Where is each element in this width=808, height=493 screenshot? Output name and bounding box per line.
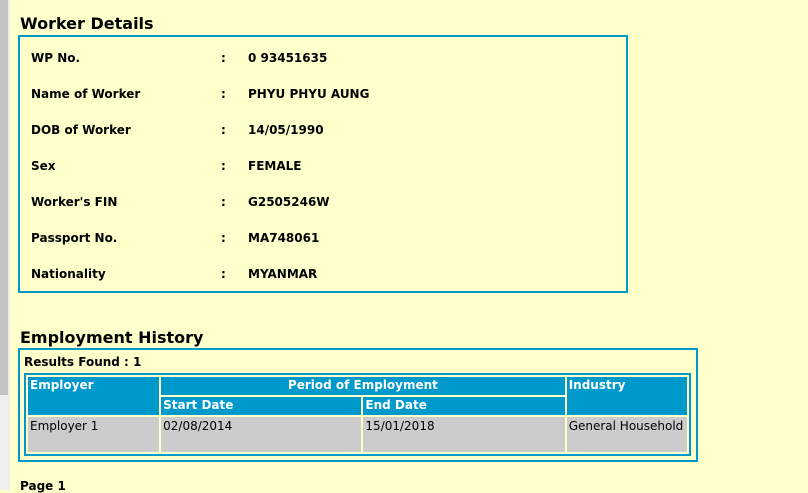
- field-separator: :: [221, 231, 226, 245]
- field-separator: :: [221, 159, 226, 173]
- cell-employer: Employer 1: [28, 417, 160, 452]
- header-period: Period of Employment: [161, 377, 565, 395]
- field-value: PHYU PHYU AUNG: [248, 87, 370, 101]
- field-separator: :: [221, 267, 226, 281]
- field-separator: :: [221, 195, 226, 209]
- field-label: DOB of Worker: [31, 123, 131, 137]
- field-value: 0 93451635: [248, 51, 328, 65]
- scrollbar-thumb[interactable]: [0, 0, 8, 395]
- field-label: Worker's FIN: [31, 195, 118, 209]
- header-start-date: Start Date: [161, 397, 362, 415]
- field-value: G2505246W: [248, 195, 330, 209]
- field-value: 14/05/1990: [248, 123, 324, 137]
- results-count: Results Found : 1: [24, 355, 142, 369]
- field-label: Sex: [31, 159, 56, 173]
- field-separator: :: [221, 51, 226, 65]
- worker-details-box: WP No.: 0 93451635 Name of Worker: PHYU PHY…: [18, 35, 628, 293]
- field-label: WP No.: [31, 51, 81, 65]
- divider: [8, 0, 10, 490]
- worker-details-title: Worker Details: [20, 14, 154, 33]
- page-indicator: Page 1: [20, 479, 66, 493]
- table-row: Employer 1 02/08/2014 15/01/2018 General…: [28, 417, 687, 452]
- field-value: MYANMAR: [248, 267, 318, 281]
- employment-table: Employer Period of Employment Industry S…: [24, 373, 691, 456]
- scrollbar[interactable]: [0, 0, 8, 490]
- cell-end-date: 15/01/2018: [363, 417, 565, 452]
- field-separator: :: [221, 123, 226, 137]
- field-value: MA748061: [248, 231, 320, 245]
- header-industry: Industry: [566, 377, 687, 415]
- field-separator: :: [221, 87, 226, 101]
- employment-history-title: Employment History: [20, 328, 204, 347]
- cell-industry: General Household: [566, 417, 687, 452]
- cell-start-date: 02/08/2014: [161, 417, 362, 452]
- field-label: Name of Worker: [31, 87, 141, 101]
- field-label: Passport No.: [31, 231, 118, 245]
- employment-history-box: Results Found : 1 Employer Period of Emp…: [18, 348, 698, 462]
- field-label: Nationality: [31, 267, 106, 281]
- field-value: FEMALE: [248, 159, 302, 173]
- header-end-date: End Date: [363, 397, 565, 415]
- header-employer: Employer: [28, 377, 160, 415]
